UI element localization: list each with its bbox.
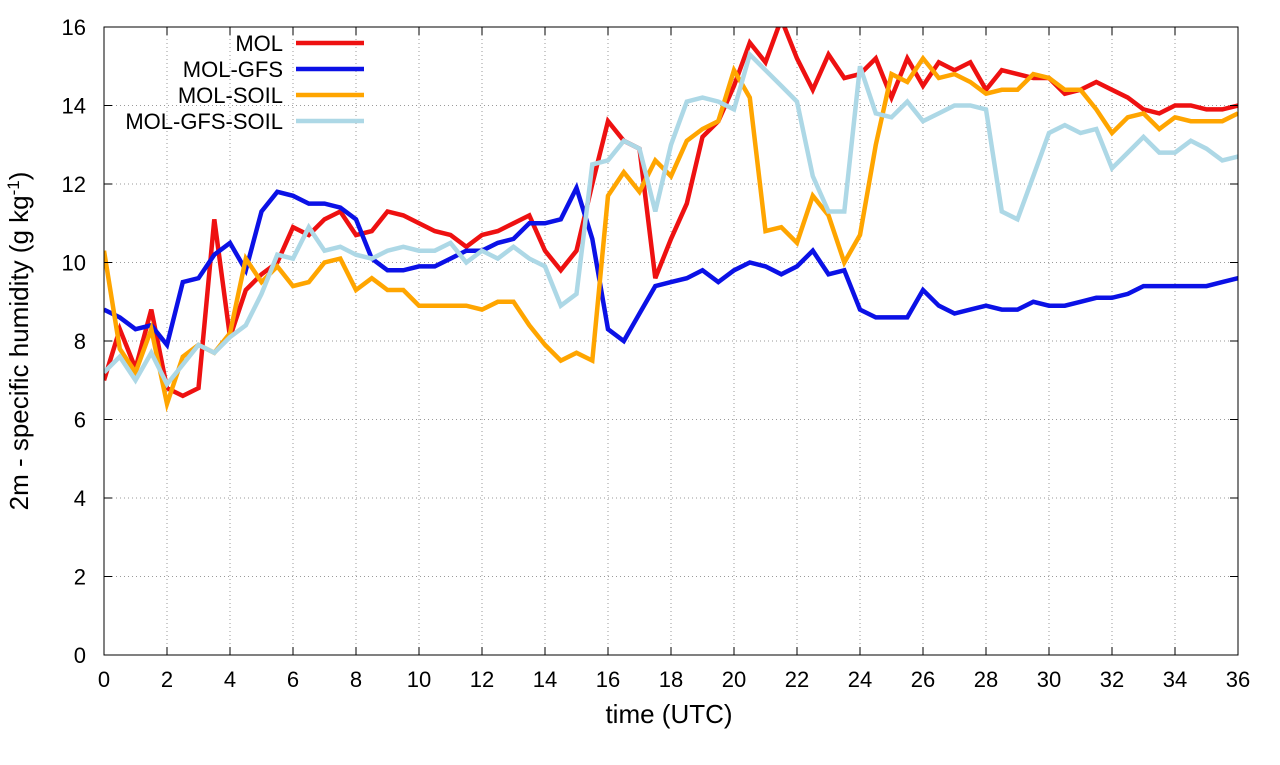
series-line-mol-soil bbox=[104, 54, 1238, 413]
x-tick-label: 4 bbox=[224, 667, 236, 692]
series-lines bbox=[104, 27, 1238, 413]
x-tick-label: 20 bbox=[722, 667, 746, 692]
y-tick-label: 8 bbox=[74, 329, 86, 354]
series-mol-soil-group bbox=[104, 54, 1238, 413]
y-tick-label: 12 bbox=[62, 172, 86, 197]
x-axis-ticks: 0 2 4 6 8 10 12 14 16 18 20 22 24 26 28 30 32 34 36 bbox=[98, 27, 1250, 692]
x-tick-label: 14 bbox=[533, 667, 557, 692]
x-tick-label: 10 bbox=[407, 667, 431, 692]
series-line-mol-gfs bbox=[104, 181, 1238, 350]
x-tick-label: 0 bbox=[98, 667, 110, 692]
y-tick-label: 2 bbox=[74, 565, 86, 590]
y-axis-label: 2m - specific humidity (g kg-1) bbox=[4, 172, 35, 511]
x-tick-label: 32 bbox=[1100, 667, 1124, 692]
x-tick-label: 2 bbox=[161, 667, 173, 692]
y-tick-label: 16 bbox=[62, 15, 86, 40]
x-tick-label: 22 bbox=[785, 667, 809, 692]
series-mol-gfs-soil-group bbox=[104, 50, 1238, 389]
x-tick-label: 16 bbox=[596, 667, 620, 692]
x-tick-label: 36 bbox=[1226, 667, 1250, 692]
x-tick-label: 8 bbox=[350, 667, 362, 692]
y-tick-label: 4 bbox=[74, 486, 86, 511]
x-tick-label: 6 bbox=[287, 667, 299, 692]
x-tick-label: 34 bbox=[1163, 667, 1187, 692]
legend-label: MOL-GFS-SOIL bbox=[125, 109, 283, 134]
x-axis-label: time (UTC) bbox=[605, 699, 732, 729]
y-tick-label: 0 bbox=[74, 643, 86, 668]
series-mol-gfs-group bbox=[104, 181, 1238, 350]
legend-label: MOL-SOIL bbox=[178, 83, 283, 108]
x-tick-label: 24 bbox=[848, 667, 872, 692]
y-axis-label-main: 2m - specific humidity (g kg bbox=[4, 195, 34, 510]
x-tick-label: 28 bbox=[974, 667, 998, 692]
series-line-mol-gfs-soil bbox=[104, 50, 1238, 389]
y-tick-label: 6 bbox=[74, 408, 86, 433]
x-tick-label: 26 bbox=[911, 667, 935, 692]
y-tick-label: 10 bbox=[62, 251, 86, 276]
y-tick-label: 14 bbox=[62, 94, 86, 119]
x-tick-label: 30 bbox=[1037, 667, 1061, 692]
x-tick-label: 18 bbox=[659, 667, 683, 692]
y-axis-label-close: ) bbox=[4, 172, 34, 181]
legend-label: MOL bbox=[235, 31, 283, 56]
y-axis-ticks: 0 2 4 6 8 10 12 14 16 bbox=[62, 15, 1238, 668]
legend-label: MOL-GFS bbox=[183, 57, 283, 82]
x-tick-label: 12 bbox=[470, 667, 494, 692]
y-axis-label-exponent: -1 bbox=[4, 180, 23, 195]
